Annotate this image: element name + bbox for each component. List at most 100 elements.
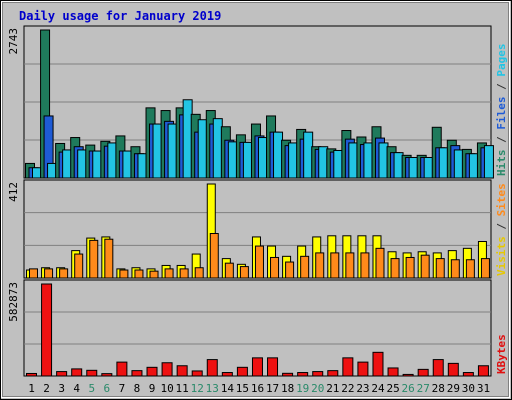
bar-sites-22-fill xyxy=(345,252,355,279)
bar-sites-16 xyxy=(254,245,264,279)
bar-sites-26-fill xyxy=(405,256,415,279)
chart-title: Daily usage for January 2019 xyxy=(19,9,221,23)
bar-kbytes-3-fill xyxy=(56,371,68,377)
bar-kbytes-11 xyxy=(176,365,188,377)
bar-sites-31-fill xyxy=(480,258,490,279)
bar-sites-18-fill xyxy=(285,261,295,279)
legend-item-top-3: / xyxy=(495,77,508,97)
legend-item-middle-0: Visits xyxy=(495,236,508,276)
bar-kbytes-21 xyxy=(327,370,339,377)
bar-kbytes-11-fill xyxy=(176,365,188,377)
bar-sites-15 xyxy=(239,266,249,279)
bar-sites-22 xyxy=(345,252,355,279)
bar-kbytes-29 xyxy=(447,362,459,377)
bar-sites-25-fill xyxy=(390,258,400,279)
bar-kbytes-31 xyxy=(477,365,489,377)
x-tick-label-13: 13 xyxy=(206,382,219,395)
bar-sites-24-fill xyxy=(375,247,385,279)
bar-kbytes-27-fill xyxy=(417,368,429,377)
bar-sites-6 xyxy=(104,238,114,279)
bar-kbytes-9 xyxy=(146,366,158,377)
bar-sites-1-fill xyxy=(29,268,38,279)
bar-sites-21 xyxy=(330,252,340,279)
bar-kbytes-6-fill xyxy=(101,373,113,377)
axis-max-label-top: 2743 xyxy=(7,28,20,55)
bar-sites-7 xyxy=(119,269,129,279)
legend-item-top-4: Pages xyxy=(495,44,508,77)
bar-sites-28-fill xyxy=(435,258,445,279)
bar-sites-5-fill xyxy=(89,239,99,279)
x-tick-label-6: 6 xyxy=(104,382,111,395)
bar-sites-3 xyxy=(59,268,69,279)
bar-sites-12-fill xyxy=(194,267,204,279)
x-tick-label-31: 31 xyxy=(477,382,490,395)
legend-bottom: KBytes xyxy=(495,334,508,374)
bar-kbytes-4-fill xyxy=(71,368,83,377)
x-tick-label-3: 3 xyxy=(58,382,65,395)
x-tick-label-23: 23 xyxy=(356,382,369,395)
bar-kbytes-2-fill xyxy=(41,283,53,377)
inner-shadow xyxy=(2,2,509,397)
x-tick-label-25: 25 xyxy=(386,382,399,395)
bar-sites-27-fill xyxy=(420,254,430,279)
bar-kbytes-14-fill xyxy=(221,372,233,377)
bar-kbytes-13 xyxy=(206,359,218,377)
bar-kbytes-21-fill xyxy=(327,370,339,377)
bar-sites-6-fill xyxy=(104,238,114,279)
x-tick-label-15: 15 xyxy=(236,382,249,395)
bar-kbytes-12-fill xyxy=(191,370,203,377)
bar-kbytes-30 xyxy=(462,372,474,377)
bar-sites-12 xyxy=(194,267,204,279)
bar-kbytes-16-fill xyxy=(251,357,263,377)
bar-sites-18 xyxy=(285,261,295,279)
bar-sites-2-fill xyxy=(44,268,54,279)
x-tick-label-11: 11 xyxy=(176,382,189,395)
bar-sites-15-fill xyxy=(239,266,249,279)
bar-sites-5 xyxy=(89,239,99,279)
x-tick-label-4: 4 xyxy=(73,382,80,395)
bar-kbytes-23-fill xyxy=(357,361,369,377)
bar-sites-29 xyxy=(450,259,460,279)
bar-kbytes-26 xyxy=(402,373,414,377)
x-tick-label-8: 8 xyxy=(134,382,141,395)
bar-sites-17-fill xyxy=(270,256,280,279)
x-tick-label-18: 18 xyxy=(281,382,294,395)
bar-kbytes-15 xyxy=(236,366,248,377)
bar-kbytes-10-fill xyxy=(161,362,173,377)
bar-kbytes-8-fill xyxy=(131,370,143,377)
bar-kbytes-24 xyxy=(372,351,384,377)
x-tick-label-1: 1 xyxy=(28,382,35,395)
bar-sites-9 xyxy=(149,270,159,279)
x-tick-label-12: 12 xyxy=(191,382,204,395)
x-tick-label-29: 29 xyxy=(447,382,460,395)
bar-sites-2 xyxy=(44,268,54,279)
bar-kbytes-17-fill xyxy=(267,357,279,377)
x-tick-label-7: 7 xyxy=(119,382,126,395)
bar-kbytes-19-fill xyxy=(297,372,309,377)
bar-sites-14-fill xyxy=(224,262,234,279)
axis-max-label-bottom: 582873 xyxy=(7,282,20,322)
bar-sites-20-fill xyxy=(315,252,325,279)
bar-kbytes-3 xyxy=(56,371,68,377)
bar-sites-1 xyxy=(29,268,38,279)
bar-sites-7-fill xyxy=(119,269,129,279)
bar-kbytes-16 xyxy=(251,357,263,377)
x-tick-label-5: 5 xyxy=(88,382,95,395)
bar-sites-21-fill xyxy=(330,252,340,279)
bar-sites-26 xyxy=(405,256,415,279)
bar-sites-8-fill xyxy=(134,269,144,279)
bar-sites-30 xyxy=(465,259,475,279)
x-tick-label-19: 19 xyxy=(296,382,309,395)
x-tick-label-2: 2 xyxy=(43,382,50,395)
bar-kbytes-7 xyxy=(116,361,128,377)
axis-max-label-middle: 412 xyxy=(7,182,20,202)
bar-sites-14 xyxy=(224,262,234,279)
bar-sites-3-fill xyxy=(59,268,69,279)
bar-kbytes-6 xyxy=(101,373,113,377)
bar-kbytes-18-fill xyxy=(282,372,294,377)
bar-kbytes-27 xyxy=(417,368,429,377)
bar-kbytes-8 xyxy=(131,370,143,377)
